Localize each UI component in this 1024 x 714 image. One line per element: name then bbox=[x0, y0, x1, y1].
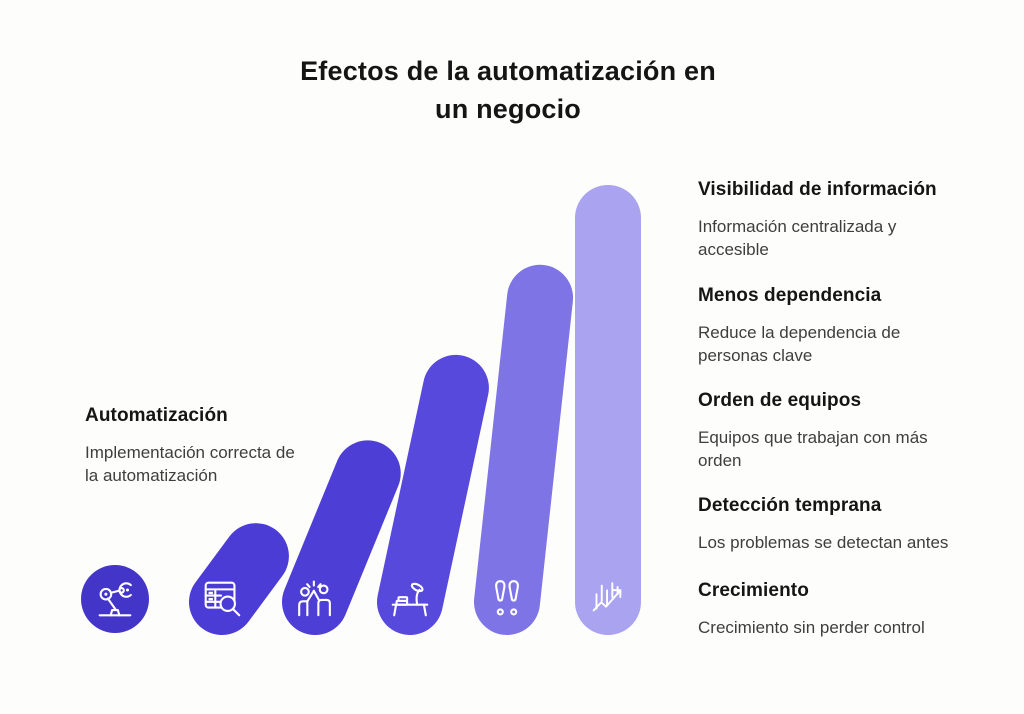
section-heading: Detección temprana bbox=[698, 495, 882, 516]
section-heading: Crecimiento bbox=[698, 580, 809, 601]
section-visibilidad-de-informacion: Visibilidad de información Información c… bbox=[698, 178, 970, 261]
section-heading: Orden de equipos bbox=[698, 390, 862, 411]
robot-arm-icon bbox=[92, 576, 138, 622]
section-orden-de-equipos: Orden de equipos Equipos que trabajan co… bbox=[698, 389, 970, 472]
section-heading: Menos dependencia bbox=[698, 285, 882, 306]
section-body: Equipos que trabajan con más orden bbox=[698, 428, 928, 470]
double-exclamation-icon bbox=[484, 575, 530, 621]
section-deteccion-temprana: Detección temprana Los problemas se dete… bbox=[698, 494, 970, 554]
section-body: Crecimiento sin perder control bbox=[698, 618, 925, 637]
page-title-line2: un negocio bbox=[435, 94, 581, 124]
bar-automatizacion bbox=[81, 565, 149, 633]
section-menos-dependencia: Menos dependencia Reduce la dependencia … bbox=[698, 284, 970, 367]
data-table-search-icon bbox=[199, 575, 245, 621]
section-automatizacion: Automatización Implementación correcta d… bbox=[85, 404, 310, 487]
section-heading: Automatización bbox=[85, 405, 228, 426]
growth-chart-arrow-icon bbox=[585, 575, 631, 621]
page-title-line1: Efectos de la automatización en bbox=[300, 56, 716, 86]
section-body: Los problemas se detectan antes bbox=[698, 533, 949, 552]
section-heading: Visibilidad de información bbox=[698, 179, 937, 200]
section-body: Implementación correcta de la automatiza… bbox=[85, 443, 295, 485]
section-body: Reduce la dependencia de personas clave bbox=[698, 323, 901, 365]
team-high-five-icon bbox=[292, 575, 338, 621]
bar-crecimiento bbox=[575, 185, 641, 635]
page-title: Efectos de la automatización en un negoc… bbox=[0, 52, 1016, 128]
section-crecimiento: Crecimiento Crecimiento sin perder contr… bbox=[698, 579, 970, 639]
section-body: Información centralizada y accesible bbox=[698, 217, 897, 259]
desk-workspace-icon bbox=[387, 575, 433, 621]
